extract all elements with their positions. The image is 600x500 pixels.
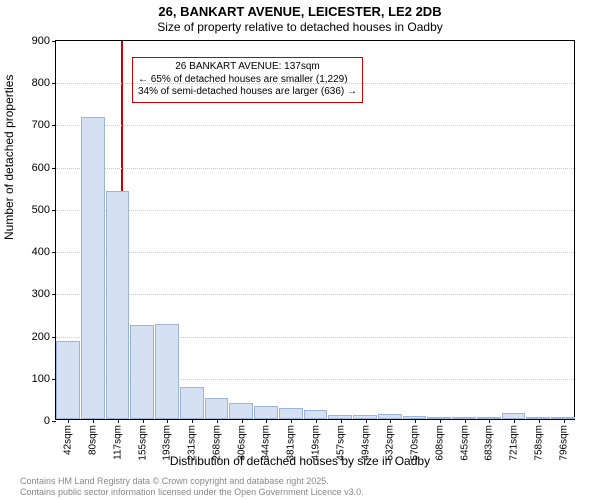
x-tick-label: 155sqm	[137, 425, 148, 461]
y-tick-mark	[52, 168, 56, 169]
x-tick-label: 419sqm	[311, 425, 322, 461]
x-tick-mark	[266, 419, 267, 423]
x-tick-mark	[242, 419, 243, 423]
x-tick-label: 608sqm	[434, 425, 445, 461]
x-tick-mark	[341, 419, 342, 423]
x-tick-label: 457sqm	[335, 425, 346, 461]
x-tick-mark	[291, 419, 292, 423]
x-tick-mark	[415, 419, 416, 423]
y-tick-mark	[52, 210, 56, 211]
y-axis-label: Number of detached properties	[2, 75, 16, 240]
x-tick-mark	[564, 419, 565, 423]
histogram-bar	[180, 387, 204, 419]
x-tick-label: 268sqm	[211, 425, 222, 461]
histogram-bar	[254, 406, 278, 419]
x-tick-mark	[316, 419, 317, 423]
x-tick-label: 532sqm	[385, 425, 396, 461]
histogram-bar	[304, 410, 328, 419]
x-tick-mark	[440, 419, 441, 423]
histogram-bar	[205, 398, 229, 419]
gridline	[56, 210, 574, 211]
x-tick-mark	[68, 419, 69, 423]
x-tick-mark	[489, 419, 490, 423]
histogram-bar	[279, 408, 303, 419]
histogram-bar	[155, 324, 179, 419]
x-tick-label: 306sqm	[236, 425, 247, 461]
chart-title-sub: Size of property relative to detached ho…	[0, 20, 600, 34]
chart-title-main: 26, BANKART AVENUE, LEICESTER, LE2 2DB	[0, 4, 600, 19]
annotation-line1: 26 BANKART AVENUE: 137sqm	[138, 61, 357, 74]
x-tick-label: 683sqm	[484, 425, 495, 461]
histogram-bar	[81, 117, 105, 419]
x-tick-mark	[93, 419, 94, 423]
histogram-bar	[130, 325, 154, 419]
x-tick-mark	[143, 419, 144, 423]
annotation-line3: 34% of semi-detached houses are larger (…	[138, 86, 357, 99]
x-tick-label: 80sqm	[88, 425, 99, 455]
y-tick-mark	[52, 294, 56, 295]
histogram-bar	[229, 403, 253, 419]
y-tick-mark	[52, 125, 56, 126]
x-tick-mark	[514, 419, 515, 423]
x-tick-mark	[539, 419, 540, 423]
y-tick-mark	[52, 83, 56, 84]
x-tick-label: 494sqm	[360, 425, 371, 461]
x-tick-mark	[167, 419, 168, 423]
plot-area: 26 BANKART AVENUE: 137sqm ← 65% of detac…	[55, 40, 575, 420]
x-tick-mark	[366, 419, 367, 423]
gridline	[56, 168, 574, 169]
x-tick-label: 381sqm	[286, 425, 297, 461]
y-tick-mark	[52, 421, 56, 422]
y-tick-mark	[52, 252, 56, 253]
x-tick-mark	[118, 419, 119, 423]
gridline	[56, 294, 574, 295]
x-tick-label: 721sqm	[509, 425, 520, 461]
annotation-box: 26 BANKART AVENUE: 137sqm ← 65% of detac…	[132, 57, 363, 103]
x-tick-label: 42sqm	[63, 425, 74, 455]
x-tick-mark	[192, 419, 193, 423]
chart-plot: 26 BANKART AVENUE: 137sqm ← 65% of detac…	[55, 40, 575, 420]
footer-credits: Contains HM Land Registry data © Crown c…	[20, 476, 364, 498]
y-tick-mark	[52, 41, 56, 42]
gridline	[56, 83, 574, 84]
x-tick-label: 758sqm	[533, 425, 544, 461]
y-tick-mark	[52, 337, 56, 338]
x-tick-label: 193sqm	[162, 425, 173, 461]
x-tick-label: 645sqm	[459, 425, 470, 461]
x-tick-label: 796sqm	[558, 425, 569, 461]
x-tick-mark	[217, 419, 218, 423]
x-tick-label: 231sqm	[187, 425, 198, 461]
histogram-bar	[106, 191, 130, 419]
footer-line2: Contains public sector information licen…	[20, 487, 364, 498]
x-tick-label: 117sqm	[112, 425, 123, 460]
footer-line1: Contains HM Land Registry data © Crown c…	[20, 476, 364, 487]
x-tick-label: 344sqm	[261, 425, 272, 461]
x-tick-mark	[465, 419, 466, 423]
gridline	[56, 125, 574, 126]
x-tick-mark	[390, 419, 391, 423]
histogram-bar	[56, 341, 80, 419]
gridline	[56, 252, 574, 253]
x-tick-label: 570sqm	[410, 425, 421, 461]
